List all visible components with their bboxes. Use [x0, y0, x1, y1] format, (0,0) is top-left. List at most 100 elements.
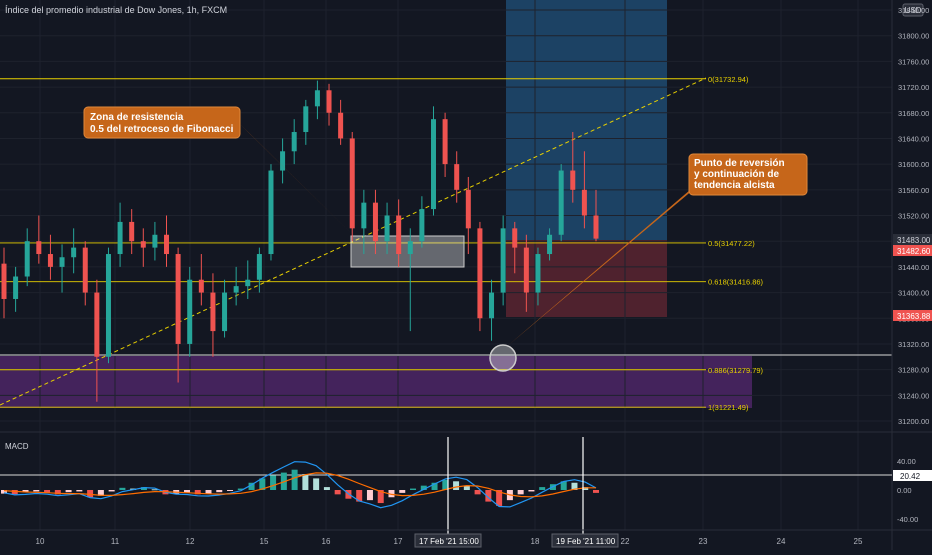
macd-hist-bar — [194, 490, 201, 495]
candle-body — [175, 254, 181, 344]
candle-body — [233, 286, 239, 293]
fib-level-label: 0.618(31416.86) — [708, 278, 764, 287]
callout-reversal-line1: Punto de reversión — [694, 158, 785, 169]
price-badge-current-text: 31483.00 — [897, 236, 931, 245]
callout-resistance-line1: Zona de resistencia — [90, 112, 184, 123]
macd-hist-bar — [259, 478, 266, 490]
macd-badge — [893, 470, 932, 481]
candle-body — [245, 279, 251, 287]
price-tick-label: 31760.00 — [898, 57, 929, 66]
macd-hist-bar — [356, 490, 363, 502]
currency-button[interactable] — [902, 3, 924, 17]
macd-hist-bar — [593, 490, 599, 493]
candle-body — [535, 254, 541, 293]
candle-body — [280, 151, 286, 171]
macd-hist-bar — [11, 490, 18, 495]
macd-hist-bar — [76, 490, 83, 492]
fib-level-label: 1(31221.49) — [708, 403, 749, 412]
candle-body — [164, 234, 170, 255]
price-tick-label: 31240.00 — [898, 391, 929, 400]
time-tick-label: 17 — [394, 537, 403, 546]
fib-level-label: 0.886(31279.79) — [708, 366, 764, 375]
macd-hist-bar — [54, 490, 61, 495]
macd-hist-bar — [216, 490, 223, 493]
price-tick-label: 31600.00 — [898, 160, 929, 169]
time-marker-1-text: 17 Feb '21 15:00 — [419, 537, 479, 546]
price-tick-label: 31720.00 — [898, 83, 929, 92]
candle-body — [129, 221, 135, 242]
candle-body — [291, 132, 297, 152]
price-tick-label: 31680.00 — [898, 109, 929, 118]
macd-hist-bar — [571, 482, 578, 490]
time-tick-label: 11 — [111, 537, 120, 546]
macd-hist-bar — [248, 482, 255, 490]
price-tick-label: 31320.00 — [898, 340, 929, 349]
time-marker-2-text: 19 Feb '21 11:00 — [556, 537, 616, 546]
price-badge-current — [893, 234, 932, 245]
candle-body — [94, 292, 100, 357]
candle-body — [407, 241, 413, 255]
macd-hist-bar — [140, 487, 147, 490]
macd-hist-bar — [377, 490, 384, 504]
callout-resistance[interactable] — [83, 106, 241, 139]
candle-body — [82, 247, 88, 293]
macd-hist-bar — [539, 487, 546, 490]
time-axis[interactable]: 10 11 12 15 16 17 18 22 23 24 25 — [0, 529, 932, 546]
candle-body — [547, 234, 553, 255]
candle-body — [442, 119, 448, 165]
candlestick-series — [1, 80, 599, 402]
candle-body — [454, 164, 460, 190]
fib-retracement: 0(31732.94) 0.5(31477.22) 0.618(31416.86) 0… — [0, 75, 764, 412]
candle-body — [187, 279, 193, 344]
price-badge-stop-text: 31363.88 — [897, 312, 931, 321]
price-tick-label: 31840.00 — [898, 6, 929, 15]
macd-hist-bar — [183, 490, 190, 493]
candle-body — [1, 263, 7, 299]
price-axis[interactable]: 31200.0031240.0031280.0031320.0031360.00… — [891, 0, 929, 550]
callout-reversal-line2: y continuación de — [694, 169, 779, 180]
time-tick-label: 24 — [777, 537, 786, 546]
macd-tick-40: 40.00 — [897, 457, 916, 466]
candle-body — [500, 228, 506, 293]
candle-body — [477, 228, 483, 319]
candle-body — [210, 292, 216, 332]
macd-badge-text: 20.42 — [900, 472, 921, 481]
callout-reversal[interactable] — [688, 153, 808, 196]
macd-hist-bar — [44, 490, 51, 493]
candle-body — [24, 241, 30, 277]
reversal-circle[interactable] — [489, 344, 517, 372]
candle-body — [140, 241, 146, 248]
callout-pointer-reversal — [505, 184, 700, 348]
price-tick-label: 31200.00 — [898, 417, 929, 426]
candle-body — [570, 170, 576, 190]
macd-hist-bar — [474, 490, 481, 495]
macd-hist-bar — [463, 485, 470, 490]
time-tick-label: 18 — [531, 537, 540, 546]
candle-body — [198, 279, 204, 293]
macd-hist-bar — [237, 488, 244, 490]
macd-hist-bar — [410, 488, 417, 490]
macd-hist-bar — [270, 475, 277, 490]
price-tick-label: 31560.00 — [898, 186, 929, 195]
resistance-box[interactable] — [350, 235, 465, 268]
candle-body — [222, 292, 228, 332]
time-tick-label: 10 — [36, 537, 45, 546]
time-tick-label: 12 — [186, 537, 195, 546]
macd-hist-bar — [65, 490, 72, 493]
candle-body — [593, 215, 599, 239]
price-tick-label: 31440.00 — [898, 263, 929, 272]
price-tick-label: 31400.00 — [898, 289, 929, 298]
time-tick-label: 15 — [260, 537, 269, 546]
candle-body — [361, 202, 367, 229]
macd-tick-neg40: -40.00 — [897, 515, 918, 524]
candle-body — [152, 234, 158, 248]
macd-hist-bar — [420, 485, 427, 490]
macd-hist-bar — [442, 479, 449, 490]
candle-body — [59, 257, 65, 267]
candle-body — [36, 241, 42, 255]
candle-body — [419, 209, 425, 242]
trend-line[interactable] — [0, 77, 707, 406]
macd-hist-bar — [431, 482, 438, 490]
